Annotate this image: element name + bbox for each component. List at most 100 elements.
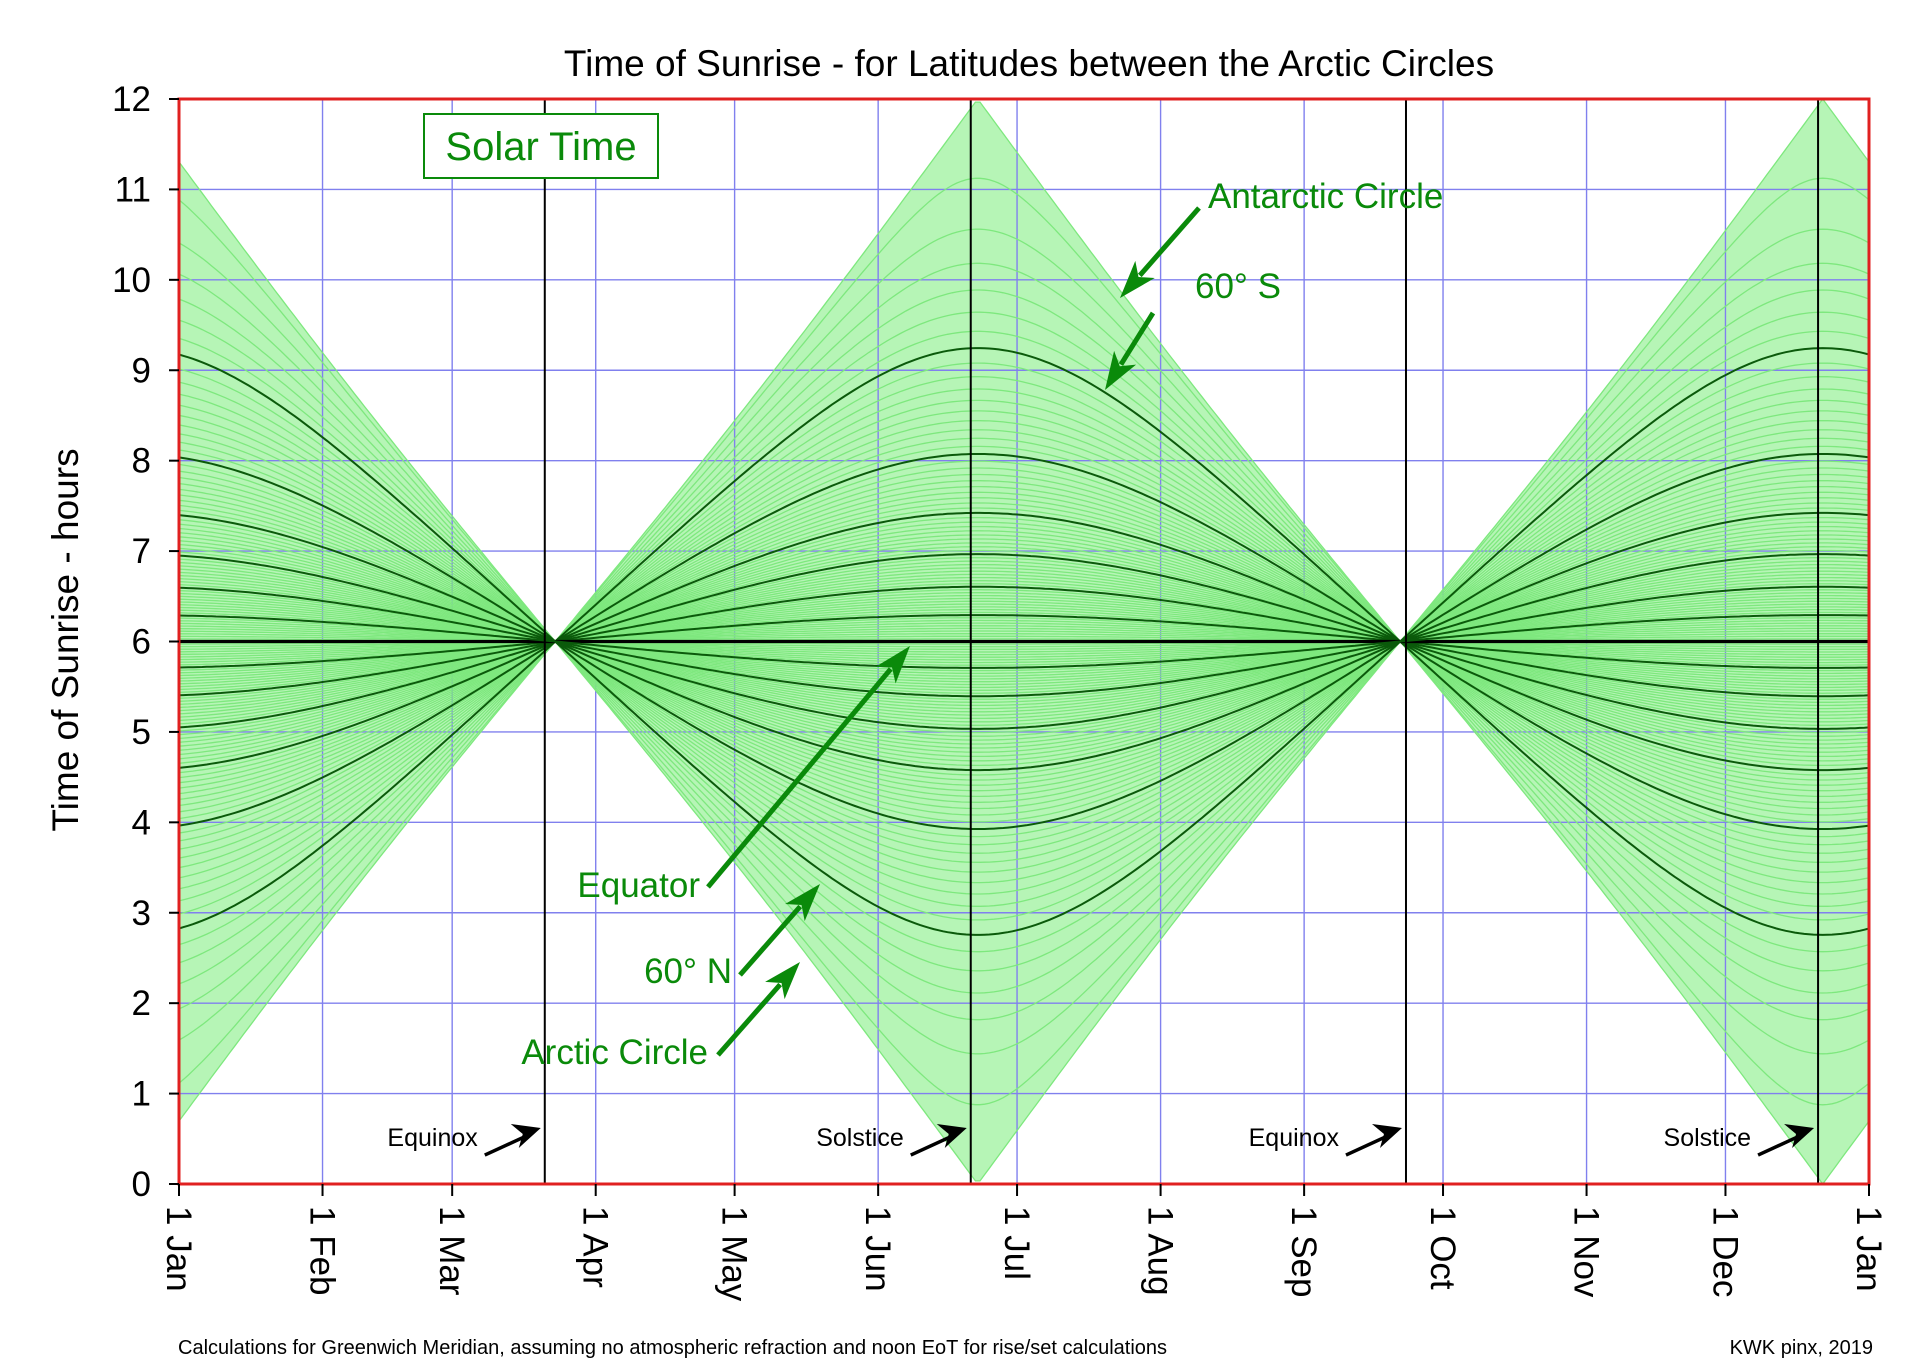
annotation-label: Equator xyxy=(577,866,700,905)
latitude-line xyxy=(178,570,1870,713)
latitude-line xyxy=(178,583,1870,700)
latitude-line xyxy=(179,633,1869,650)
latitude-line xyxy=(178,538,1870,745)
latitude-line xyxy=(178,460,1870,823)
annotation-arrow-icon xyxy=(1120,260,1155,298)
latitude-line xyxy=(178,507,1870,776)
solar-time-label: Solar Time xyxy=(445,125,636,169)
latitude-line xyxy=(178,330,1870,953)
latitude-line xyxy=(178,101,1870,1186)
latitude-line xyxy=(178,597,1870,686)
latitude-line xyxy=(178,594,1870,689)
decade-latitude-line xyxy=(178,453,1870,830)
latitude-line xyxy=(178,622,1869,661)
latitude-line xyxy=(178,573,1870,710)
latitude-line xyxy=(178,549,1870,734)
latitude-line xyxy=(178,563,1870,720)
latitude-line xyxy=(178,502,1870,781)
annotation-arrow-shaft xyxy=(706,667,893,889)
latitude-line xyxy=(178,497,1870,786)
latitude-line xyxy=(178,600,1870,683)
latitude-line xyxy=(178,627,1869,656)
latitude-line xyxy=(179,630,1869,653)
decade-latitude-line xyxy=(178,553,1870,730)
y-tick-label: 6 xyxy=(132,623,151,662)
latitude-line xyxy=(178,480,1870,803)
annotation-arrow-shaft xyxy=(1137,206,1201,278)
y-tick-label: 11 xyxy=(115,170,151,209)
latitude-line xyxy=(178,491,1870,792)
x-tick-label: 1 Jan xyxy=(1849,1206,1888,1292)
chart-title: Time of Sunrise - for Latitudes between … xyxy=(564,43,1494,84)
y-tick-label: 2 xyxy=(132,984,151,1023)
latitude-line xyxy=(178,420,1870,863)
latitude-line xyxy=(179,635,1870,648)
annotation-arrow-icon xyxy=(1105,350,1137,390)
latitude-line xyxy=(178,525,1870,758)
latitude-line xyxy=(178,485,1870,798)
latitude-line xyxy=(178,538,1870,745)
latitude-lines xyxy=(178,97,1870,1186)
annotation-arrow-icon xyxy=(875,646,910,684)
x-tick-label: 1 May xyxy=(715,1206,754,1302)
event-label: Solstice xyxy=(1664,1124,1752,1152)
decade-latitude-lines xyxy=(178,347,1870,936)
decade-latitude-line xyxy=(178,511,1870,772)
latitude-line xyxy=(178,262,1870,1021)
latitude-line xyxy=(178,516,1870,767)
latitude-line xyxy=(178,530,1870,753)
latitude-line xyxy=(178,583,1870,700)
latitude-line xyxy=(178,573,1870,710)
latitude-line xyxy=(178,603,1870,680)
annotation-arrow-shaft xyxy=(738,904,803,977)
latitude-line xyxy=(178,228,1870,1055)
latitude-line xyxy=(178,625,1869,658)
latitude-line xyxy=(178,410,1870,873)
decade-latitude-line xyxy=(178,614,1870,669)
decade-latitude-line xyxy=(178,585,1870,698)
latitude-line xyxy=(178,388,1870,895)
latitude-line xyxy=(178,534,1870,749)
latitude-line xyxy=(178,530,1870,753)
annotation-label: Antarctic Circle xyxy=(1208,177,1443,216)
latitude-line xyxy=(178,557,1870,726)
x-tick-label: 1 Sep xyxy=(1284,1206,1323,1297)
latitude-line xyxy=(178,521,1870,762)
event-lines: Equinox Solstice Equinox Solstice xyxy=(387,99,1820,1184)
latitude-line xyxy=(178,567,1870,716)
latitude-line xyxy=(178,410,1870,873)
y-tick-label: 8 xyxy=(132,442,151,481)
latitude-line xyxy=(178,619,1870,664)
latitude-line xyxy=(178,491,1870,792)
decade-latitude-line xyxy=(178,585,1870,698)
latitude-line xyxy=(178,576,1870,707)
latitude-line xyxy=(178,557,1870,726)
y-tick-label: 9 xyxy=(132,351,151,390)
event-label: Equinox xyxy=(1249,1124,1340,1152)
x-tick-label: 1 Jun xyxy=(858,1206,897,1292)
latitude-line xyxy=(178,376,1870,907)
latitude-line xyxy=(178,625,1869,658)
latitude-line xyxy=(179,633,1869,650)
x-tick-label: 1 Aug xyxy=(1141,1206,1180,1296)
latitude-line xyxy=(178,580,1870,703)
latitude-line xyxy=(178,445,1870,838)
x-tick-label: 1 Jan xyxy=(159,1206,198,1292)
latitude-line xyxy=(178,592,1870,691)
event-arrow-icon xyxy=(1784,1123,1815,1148)
latitude-line xyxy=(178,376,1870,907)
event-label: Solstice xyxy=(816,1124,904,1152)
latitude-line xyxy=(178,437,1870,846)
y-tick-label: 4 xyxy=(132,803,151,842)
latitude-line xyxy=(178,399,1870,884)
latitude-line xyxy=(178,473,1870,810)
x-tick-label: 1 Oct xyxy=(1423,1206,1462,1290)
x-tick-label: 1 Apr xyxy=(576,1206,615,1288)
footer-credit: KWK pinx, 2019 xyxy=(1729,1337,1873,1359)
latitude-line xyxy=(178,177,1870,1106)
annotation-arrow-icon xyxy=(765,962,800,1000)
event-arrow-icon xyxy=(510,1123,541,1148)
latitude-line xyxy=(178,600,1870,683)
